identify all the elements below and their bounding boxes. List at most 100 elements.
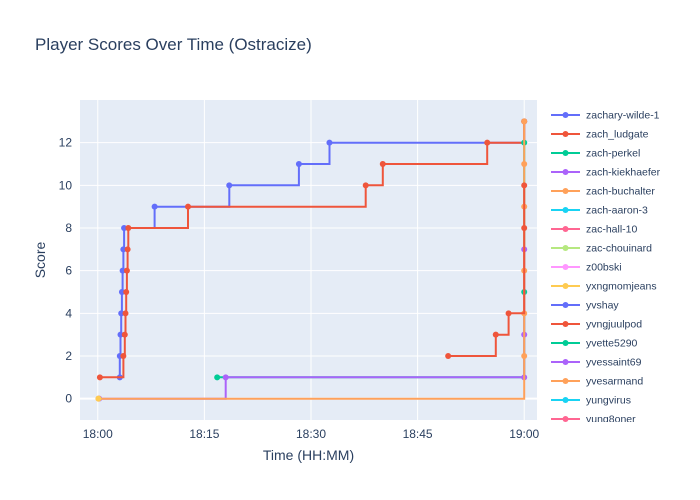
legend-swatch-marker: [562, 397, 569, 403]
y-tick-label: 6: [65, 264, 72, 278]
x-tick-label: 19:00: [509, 427, 539, 441]
legend-swatch-marker: [562, 416, 569, 422]
legend-swatch-marker: [562, 112, 569, 118]
data-point[interactable]: [362, 182, 369, 189]
legend-swatch-marker: [562, 264, 569, 270]
y-axis-ticks: 0 2 4 6 8 10 12: [59, 136, 73, 406]
series-layer: [95, 118, 528, 402]
data-point[interactable]: [121, 225, 128, 231]
data-point[interactable]: [119, 267, 126, 274]
x-tick-label: 18:15: [189, 427, 219, 441]
legend-label: yvesarmand: [586, 376, 643, 388]
legend-item[interactable]: zachary-wilde-1: [551, 110, 660, 122]
legend-item[interactable]: zach-aaron-3: [551, 205, 648, 217]
data-point[interactable]: [125, 225, 132, 231]
data-point[interactable]: [521, 161, 528, 167]
data-point[interactable]: [226, 182, 233, 189]
legend-item[interactable]: zach-kiekhaefer: [551, 167, 661, 179]
data-point[interactable]: [120, 246, 127, 253]
legend[interactable]: zachary-wilde-1 zach_ludgate zach-perkel za…: [551, 110, 661, 426]
y-tick-label: 4: [65, 306, 72, 320]
legend-label: yvette5290: [586, 338, 638, 350]
data-point[interactable]: [117, 331, 124, 338]
y-axis-title: Score: [32, 242, 48, 279]
y-tick-label: 8: [65, 221, 72, 235]
data-point[interactable]: [123, 267, 130, 274]
data-point[interactable]: [151, 203, 158, 210]
y-tick-label: 12: [59, 136, 73, 150]
data-point[interactable]: [521, 182, 528, 189]
legend-label: zachary-wilde-1: [586, 110, 660, 122]
data-point[interactable]: [484, 139, 491, 146]
legend-swatch-marker: [562, 245, 569, 251]
data-point[interactable]: [445, 353, 452, 359]
x-tick-label: 18:00: [83, 427, 113, 441]
legend-label: yungvirus: [586, 395, 631, 407]
data-point[interactable]: [185, 203, 192, 210]
legend-swatch-marker: [562, 378, 569, 384]
legend-label: zach-buchalter: [586, 186, 655, 198]
legend-item[interactable]: z00bski: [551, 262, 622, 274]
x-tick-label: 18:45: [403, 427, 433, 441]
data-point[interactable]: [521, 225, 528, 231]
legend-item[interactable]: yung8oner: [551, 414, 636, 426]
legend-item[interactable]: yungvirus: [551, 395, 631, 407]
legend-label: z00bski: [586, 262, 622, 274]
legend-label: yvngjuulpod: [586, 319, 642, 331]
legend-label: yxngmomjeans: [586, 281, 657, 293]
legend-swatch-marker: [562, 359, 569, 365]
legend-swatch-marker: [562, 169, 569, 175]
legend-item[interactable]: yvshay: [551, 300, 619, 312]
legend-item[interactable]: yvessaint69: [551, 357, 642, 369]
data-point[interactable]: [96, 374, 103, 381]
data-point[interactable]: [222, 374, 229, 381]
data-point[interactable]: [118, 289, 125, 295]
legend-item[interactable]: yxngmomjeans: [551, 281, 657, 293]
x-axis-ticks: 18:00 18:15 18:30 18:45 19:00: [83, 427, 540, 441]
legend-item[interactable]: yvette5290: [551, 338, 638, 350]
x-axis-title: Time (HH:MM): [263, 447, 354, 463]
data-point[interactable]: [326, 139, 333, 146]
legend-swatch-marker: [562, 188, 569, 194]
legend-item[interactable]: zac-chouinard: [551, 243, 652, 255]
y-tick-label: 10: [59, 178, 73, 192]
data-point[interactable]: [122, 310, 129, 317]
data-point[interactable]: [214, 374, 221, 381]
data-point[interactable]: [295, 161, 302, 167]
x-tick-label: 18:30: [296, 427, 326, 441]
data-point[interactable]: [118, 310, 125, 317]
legend-item[interactable]: zach-perkel: [551, 148, 640, 160]
series-line: [448, 185, 526, 357]
series-yvngjuulpod: [445, 182, 528, 359]
series-yxngmomjeans: [95, 395, 102, 402]
data-point[interactable]: [123, 289, 130, 295]
legend-swatch-marker: [562, 207, 569, 213]
legend-item[interactable]: yvngjuulpod: [551, 319, 642, 331]
legend-label: zach_ludgate: [586, 129, 649, 141]
legend-item[interactable]: zach-buchalter: [551, 186, 655, 198]
legend-label: zach-kiekhaefer: [586, 167, 661, 179]
legend-item[interactable]: yvesarmand: [551, 376, 643, 388]
data-point[interactable]: [521, 353, 528, 359]
legend-label: yvshay: [586, 300, 619, 312]
data-point[interactable]: [505, 310, 512, 317]
data-point[interactable]: [95, 395, 102, 402]
legend-label: zach-perkel: [586, 148, 640, 160]
legend-label: yung8oner: [586, 414, 636, 426]
legend-item[interactable]: zach_ludgate: [551, 129, 649, 141]
legend-label: zac-hall-10: [586, 224, 638, 236]
legend-item[interactable]: zac-hall-10: [551, 224, 638, 236]
legend-label: zach-aaron-3: [586, 205, 648, 217]
data-point[interactable]: [124, 246, 131, 253]
y-tick-label: 2: [65, 349, 72, 363]
data-point[interactable]: [120, 353, 127, 359]
data-point[interactable]: [521, 118, 528, 125]
data-point[interactable]: [121, 331, 128, 338]
data-point[interactable]: [379, 161, 386, 167]
legend-swatch-marker: [562, 340, 569, 346]
legend-swatch-marker: [562, 150, 569, 156]
data-point[interactable]: [492, 331, 499, 338]
legend-label: zac-chouinard: [586, 243, 652, 255]
plot-area: [80, 100, 537, 420]
